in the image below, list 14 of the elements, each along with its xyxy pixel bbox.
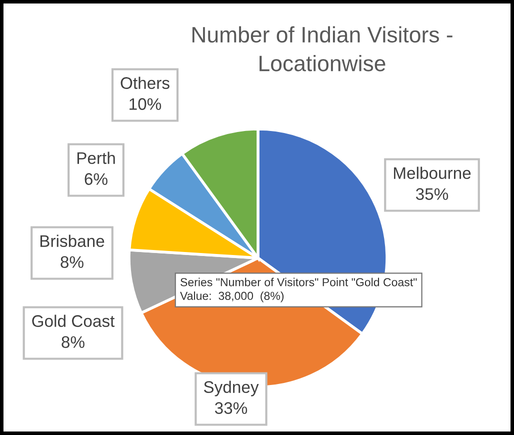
data-label: 35%: [416, 188, 448, 200]
data-label: 10%: [130, 98, 162, 110]
data-label: 8%: [60, 256, 84, 268]
slice-label: Others: [120, 76, 170, 89]
chart-title: Number of Indian Visitors - Locationwise: [192, 26, 452, 72]
slice-label: Perth: [77, 152, 115, 164]
slice-label: Sydney: [204, 380, 259, 396]
data-label: 8%: [62, 336, 84, 348]
text: Series "Number of Visitors" Point "Gold Coast" Value: 38,000 (8%): [180, 278, 417, 302]
slice-label: Gold Coast: [32, 314, 115, 327]
data-label: 33%: [214, 402, 248, 414]
slice-label: Melbourne: [394, 166, 471, 179]
slice-label: Brisbane: [40, 234, 104, 247]
data-label: 6%: [84, 173, 108, 185]
